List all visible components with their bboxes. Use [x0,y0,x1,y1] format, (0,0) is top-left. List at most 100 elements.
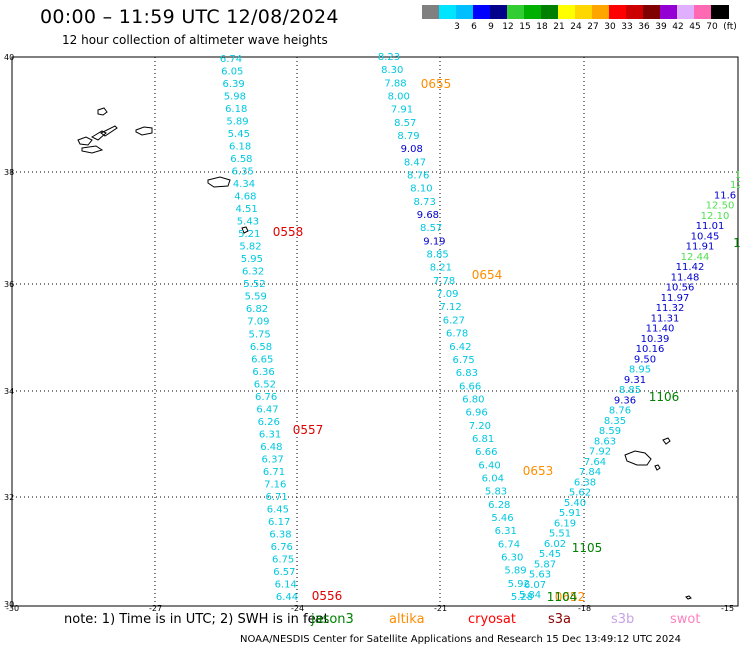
swh-value: 5.43 [237,217,259,228]
swh-value: 6.26 [258,417,280,428]
pass-time-label: 0556 [312,589,343,603]
legend-label: 6 [471,22,477,32]
swh-value: 6.28 [488,500,510,511]
swh-value: 4.34 [233,179,255,190]
swh-value: 4.51 [235,204,257,215]
island-shape [654,464,661,471]
swh-value: 7.12 [440,302,462,313]
swh-value: 6.83 [456,368,478,379]
swh-value: 6.76 [255,392,277,403]
swh-value: 6.19 [554,518,576,529]
legend-swatch [643,5,661,19]
swh-value: 7.88 [384,78,406,89]
legend-label: 45 [689,22,701,32]
swh-value: 10.16 [636,344,665,355]
swh-value: 6.76 [271,542,293,553]
swh-value: 7.84 [579,467,601,478]
swh-value: 8.59 [599,426,621,437]
swh-value: 5.45 [228,129,250,140]
swh-value: 6.71 [265,492,287,503]
map-frame [11,56,739,607]
legend-swatch [439,5,457,19]
pass-time-label: 0653 [523,464,554,478]
legend-label: 36 [638,22,650,32]
swh-value: 9.08 [401,144,423,155]
credit-line: NOAA/NESDIS Center for Satellite Applica… [240,634,682,645]
swh-value: 7.20 [469,421,491,432]
swh-value: 6.05 [221,67,243,78]
lat-tick-label: 34 [4,387,14,396]
legend-label: 33 [621,22,633,32]
swh-value: 6.27 [443,315,465,326]
track-cryosat: 6.746.056.395.986.185.895.456.186.586.35… [220,54,298,603]
swh-value: 12.50 [706,201,735,212]
swh-value: 6.04 [482,473,504,484]
swh-value: 6.71 [263,467,285,478]
swh-value: 5.51 [549,529,571,540]
swh-value: 12.44 [681,252,710,263]
legend-label: 3 [454,22,460,32]
swh-value: 5.98 [224,92,246,103]
swh-value: 6.80 [462,394,484,405]
lat-tick-label: 32 [4,493,14,502]
island-shape [81,145,104,154]
legend-swatch [609,5,627,19]
legend-swatch [626,5,644,19]
coastlines [77,107,692,600]
swh-value: 7.09 [436,289,458,300]
legend-swatch [694,5,712,19]
swh-value: 6.57 [273,567,295,578]
legend-label: 70 [706,22,718,32]
swh-value: 10.39 [641,334,670,345]
swh-value: 6.66 [475,447,497,458]
swh-value: 11.6 [714,190,736,201]
swh-value: 6.52 [254,379,276,390]
legend-swatch [541,5,559,19]
legend-swatch [422,5,440,19]
island-shape [97,107,108,116]
legend-label: 27 [587,22,599,32]
swh-value: 12.10 [701,211,730,222]
swh-value: 11.40 [646,324,675,335]
swh-value: 5.92 [508,579,530,590]
swh-value: 8.57 [420,223,442,234]
swh-value: 5.62 [569,488,591,499]
swh-value: 7.64 [584,457,606,468]
swh-value: 8.63 [594,436,616,447]
swh-value: 5.52 [243,279,265,290]
swh-value: 11.32 [656,303,685,314]
legend-label: 12 [502,22,514,32]
pass-time-label: 1 [733,236,740,250]
swh-value: 5.89 [226,117,248,128]
swh-value: 5.84 [519,590,541,601]
swh-value: 5.63 [529,570,551,581]
lat-tick-label: 40 [4,53,14,62]
lat-tick-label: 36 [4,280,14,289]
swh-value: 6.96 [465,408,487,419]
swh-value: 5.45 [539,549,561,560]
island-shape [77,136,93,146]
swh-value: 10.56 [666,283,695,294]
swh-value: 6.81 [472,434,494,445]
island-shape [241,226,249,234]
swh-value: 6.36 [252,367,274,378]
swh-value: 9.36 [614,395,636,406]
swh-value: 6.82 [246,304,268,315]
swh-value: 5.95 [241,254,263,265]
swh-value: 7.91 [391,105,413,116]
swh-value: 6.47 [256,404,278,415]
legend-swatch [660,5,678,19]
swh-value: 6.39 [222,79,244,90]
legend-swatch [558,5,576,19]
pass-time-label: 1106 [649,390,680,404]
swh-value: 11.48 [671,272,700,283]
swh-value: 8.57 [394,118,416,129]
swh-value: 6.02 [544,539,566,550]
swh-value: 6.66 [459,381,481,392]
swh-value: 7.92 [589,447,611,458]
swh-value: 9.50 [634,354,656,365]
swh-value: 8.85 [427,250,449,261]
lat-tick-label: 30 [4,600,14,609]
swh-value: 6.44 [276,592,298,603]
